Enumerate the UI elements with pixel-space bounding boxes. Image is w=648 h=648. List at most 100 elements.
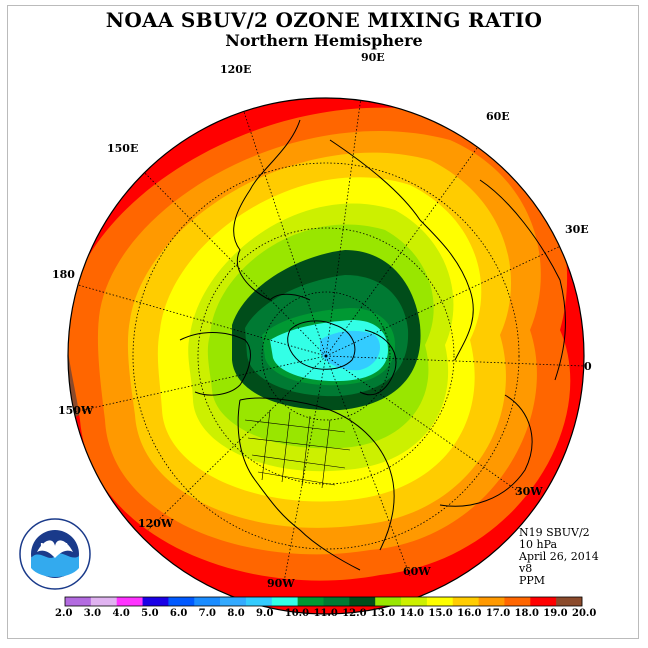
lon-label-180: 180 bbox=[52, 268, 75, 281]
lon-label-90e: 90E bbox=[361, 51, 385, 64]
state-line bbox=[301, 415, 311, 487]
colorbar-swatch bbox=[452, 597, 479, 606]
noaa-logo: NOAA bbox=[19, 518, 91, 590]
colorbar-tick-label: 20.0 bbox=[572, 608, 597, 619]
colorbar-tick-label: 18.0 bbox=[514, 608, 539, 619]
colorbar-swatch bbox=[349, 597, 376, 606]
map-title: NOAA SBUV/2 OZONE MIXING RATIO bbox=[105, 8, 543, 32]
colorbar-tick-label: 7.0 bbox=[198, 608, 217, 619]
colorbar-border bbox=[64, 596, 583, 607]
latitude-75 bbox=[261, 291, 391, 421]
colorbar-swatch bbox=[142, 597, 169, 606]
coast-arctic-islands bbox=[287, 320, 356, 370]
us-states bbox=[244, 409, 351, 489]
coast-greenland bbox=[359, 329, 397, 396]
colorbar-swatch bbox=[168, 597, 195, 606]
latitude-60 bbox=[197, 227, 455, 485]
meridian-60e bbox=[325, 121, 497, 357]
colorbar-swatch bbox=[504, 597, 531, 606]
state-line bbox=[257, 471, 336, 486]
meridian-120w bbox=[147, 355, 327, 531]
lon-label-60e: 60E bbox=[486, 110, 510, 123]
state-line bbox=[251, 454, 346, 469]
coast-alaska bbox=[179, 332, 251, 396]
colorbar-swatch bbox=[245, 597, 273, 606]
state-line bbox=[281, 411, 291, 483]
meridian-30e bbox=[325, 235, 583, 357]
colorbar-swatch bbox=[556, 597, 583, 606]
lon-label-30w: 30W bbox=[515, 485, 543, 498]
colorbar-tick-label: 15.0 bbox=[428, 608, 453, 619]
lon-label-90w: 90W bbox=[267, 577, 295, 590]
colorbar-swatch bbox=[297, 597, 324, 606]
colorbar-tick-label: 6.0 bbox=[169, 608, 188, 619]
colorbar-swatch bbox=[478, 597, 505, 606]
logo-text: NOAA bbox=[40, 542, 69, 553]
coast-siberia bbox=[329, 139, 474, 361]
meridian-150w bbox=[73, 355, 327, 413]
meridian-120e bbox=[237, 98, 327, 357]
lon-label-30e: 30E bbox=[565, 223, 589, 236]
lon-label-150e: 150E bbox=[107, 142, 139, 155]
colorbar-tick-label: 11.0 bbox=[313, 608, 338, 619]
lon-label-120e: 120E bbox=[220, 63, 252, 76]
coast-east-asia bbox=[233, 119, 311, 301]
colorbar-tick-label: 9.0 bbox=[256, 608, 274, 619]
graticule bbox=[68, 98, 584, 583]
colorbar-swatch bbox=[65, 597, 92, 606]
colorbar-tick-label: 10.0 bbox=[284, 608, 310, 619]
state-line bbox=[244, 419, 346, 433]
pressure-level-text: 10 hPa bbox=[519, 538, 558, 551]
colorbar-swatch bbox=[90, 597, 117, 606]
lon-label-60w: 60W bbox=[403, 565, 431, 578]
lon-label-120w: 120W bbox=[138, 517, 174, 530]
meridian-0 bbox=[325, 355, 584, 367]
meridian-150e bbox=[131, 159, 327, 357]
version-text: v8 bbox=[519, 562, 533, 575]
colorbar-tick-label: 12.0 bbox=[342, 608, 367, 619]
instrument-text: N19 SBUV/2 bbox=[519, 526, 590, 539]
latitude-45 bbox=[132, 162, 520, 550]
colorbar-swatch bbox=[220, 597, 247, 606]
band-8 bbox=[320, 330, 380, 371]
colorbar-tick-label: 16.0 bbox=[457, 608, 482, 619]
meridian-90e bbox=[325, 98, 367, 357]
colorbar-tick-label: 2.0 bbox=[55, 608, 73, 619]
colorbar-tick-label: 17.0 bbox=[485, 608, 511, 619]
colorbar-tick-label: 8.0 bbox=[227, 608, 245, 619]
coast-africa-europe bbox=[439, 394, 533, 507]
colorbar-swatch bbox=[116, 597, 143, 606]
units-text: PPM bbox=[519, 574, 546, 587]
ozone-field bbox=[68, 98, 584, 614]
colorbar-tick-label: 5.0 bbox=[141, 608, 159, 619]
figure-frame bbox=[7, 5, 639, 639]
colorbar-swatch bbox=[401, 597, 428, 606]
colorbar-swatch bbox=[323, 597, 350, 606]
meridian-180 bbox=[68, 281, 327, 357]
globe-outline bbox=[67, 97, 585, 615]
lon-label-0: 0 bbox=[584, 360, 592, 373]
colorbar-swatch bbox=[375, 597, 402, 606]
coast-north-america-west bbox=[237, 399, 361, 571]
state-line bbox=[261, 409, 271, 481]
coast-north-america-east bbox=[239, 397, 395, 551]
coast-europe bbox=[479, 179, 566, 381]
date-text: April 26, 2014 bbox=[519, 550, 599, 563]
state-line bbox=[321, 419, 331, 489]
colorbar-tick-label: 19.0 bbox=[543, 608, 568, 619]
map-subtitle: Northern Hemisphere bbox=[225, 31, 423, 50]
state-line bbox=[247, 437, 351, 451]
colorbar-swatch bbox=[426, 597, 454, 606]
colorbar-tick-label: 13.0 bbox=[370, 608, 396, 619]
colorbar-swatch bbox=[194, 597, 221, 606]
colorbar-swatch bbox=[530, 597, 557, 606]
colorbar-tick-label: 14.0 bbox=[399, 608, 425, 619]
coastlines bbox=[179, 119, 566, 571]
info-block: N19 SBUV/2 10 hPa April 26, 2014 v8 PPM bbox=[519, 527, 599, 587]
colorbar bbox=[64, 596, 583, 607]
meridian-30w bbox=[325, 355, 523, 495]
lon-label-150w: 150W bbox=[58, 404, 94, 417]
colorbar-tick-label: 3.0 bbox=[83, 608, 102, 619]
colorbar-tick-label: 4.0 bbox=[112, 608, 130, 619]
